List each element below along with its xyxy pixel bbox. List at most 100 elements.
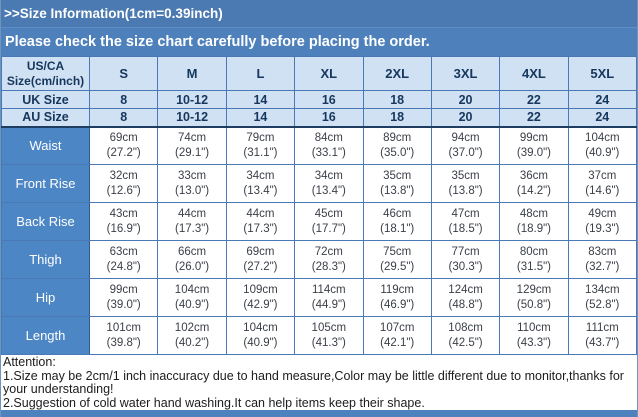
measurement-value-cell: 34cm (13.4") <box>225 164 296 203</box>
measurement-inch-value: (31.5") <box>516 260 551 273</box>
measurement-inch-value: (44.9") <box>311 298 346 311</box>
measurement-value-cell: 111cm (43.7") <box>567 316 637 355</box>
measurement-inch-value: (48.8") <box>448 298 483 311</box>
uk-size-value: 18 <box>362 90 432 109</box>
measurement-value-cell: 72cm (28.3") <box>294 240 364 279</box>
measurement-cm-value: 102cm <box>174 321 210 334</box>
measurement-row: Hip 99cm (39.0") 104cm (40.9") 109cm (42.9") 11… <box>1 278 637 317</box>
au-size-value: 8 <box>88 108 159 128</box>
size-column-header: 5XL <box>567 56 637 91</box>
size-chart-table: US/CA Size(cm/inch) S M L XL 2XL 3XL 4XL 5XL UK… <box>1 56 637 355</box>
measurement-inch-value: (42.1") <box>380 336 415 349</box>
measurement-cm-value: 75cm <box>383 245 412 258</box>
measurement-value-cell: 77cm (30.3") <box>430 240 501 279</box>
uk-size-row: UK Size 8 10-12 14 16 18 20 22 24 <box>1 90 637 109</box>
au-size-value: 10-12 <box>157 108 227 128</box>
uk-size-value: 24 <box>567 90 637 109</box>
measurement-value-cell: 94cm (37.0") <box>430 126 501 165</box>
measurement-cm-value: 134cm <box>585 283 620 296</box>
measurement-cm-value: 111cm <box>585 321 619 334</box>
measurement-inch-value: (12.6") <box>106 184 141 197</box>
corner-cell: US/CA Size(cm/inch) <box>1 56 90 91</box>
measurement-value-cell: 44cm (17.3") <box>157 202 227 241</box>
measurement-cm-value: 83cm <box>588 245 617 258</box>
measurement-cm-value: 109cm <box>243 283 278 296</box>
measurement-inch-value: (39.8") <box>106 336 141 349</box>
measurement-inch-value: (41.3") <box>311 336 346 349</box>
measurement-inch-value: (52.8") <box>585 298 620 311</box>
measurement-label: Hip <box>1 278 90 317</box>
measurement-cm-value: 99cm <box>519 131 548 144</box>
size-column-header: 4XL <box>499 56 569 91</box>
measurement-value-cell: 102cm (40.2") <box>157 316 227 355</box>
measurement-cm-value: 49cm <box>588 207 617 220</box>
measurement-value-cell: 110cm (43.3") <box>499 316 569 355</box>
measurement-cm-value: 114cm <box>311 283 346 296</box>
measurement-value-cell: 129cm (50.8") <box>499 278 569 317</box>
measurement-value-cell: 69cm (27.2") <box>225 240 296 279</box>
measurement-inch-value: (14.6") <box>585 184 620 197</box>
measurement-inch-value: (17.3") <box>243 222 278 235</box>
measurement-inch-value: (13.4") <box>243 184 278 197</box>
measurement-label: Waist <box>1 126 90 165</box>
measurement-value-cell: 46cm (18.1") <box>362 202 432 241</box>
au-size-value: 14 <box>225 108 296 128</box>
uk-size-value: 10-12 <box>157 90 227 109</box>
measurement-value-cell: 105cm (41.3") <box>294 316 364 355</box>
measurement-inch-value: (43.7") <box>585 336 620 349</box>
measurement-cm-value: 129cm <box>516 283 552 296</box>
measurement-inch-value: (30.3") <box>448 260 483 273</box>
uk-size-value: 14 <box>225 90 296 109</box>
au-size-value: 24 <box>567 108 637 128</box>
measurement-cm-value: 45cm <box>314 207 343 220</box>
measurement-value-cell: 104cm (40.9") <box>157 278 227 317</box>
measurement-label: Thigh <box>1 240 90 279</box>
measurement-cm-value: 108cm <box>448 321 483 334</box>
measurement-cm-value: 44cm <box>246 207 275 220</box>
measurement-label: Length <box>1 316 90 355</box>
measurement-value-cell: 134cm (52.8") <box>567 278 637 317</box>
measurement-cm-value: 48cm <box>519 207 548 220</box>
measurement-inch-value: (13.4") <box>311 184 346 197</box>
measurement-inch-value: (18.5") <box>448 222 483 235</box>
measurement-cm-value: 124cm <box>448 283 483 296</box>
measurement-value-cell: 33cm (13.0") <box>157 164 227 203</box>
measurement-value-cell: 124cm (48.8") <box>430 278 501 317</box>
measurement-cm-value: 63cm <box>109 245 138 258</box>
measurement-value-cell: 99cm (39.0") <box>88 278 159 317</box>
measurement-inch-value: (40.2") <box>175 336 210 349</box>
measurement-cm-value: 77cm <box>451 245 480 258</box>
measurement-cm-value: 119cm <box>380 283 415 296</box>
measurement-value-cell: 49cm (19.3") <box>567 202 637 241</box>
measurement-value-cell: 48cm (18.9") <box>499 202 569 241</box>
size-column-header: 2XL <box>362 56 432 91</box>
size-column-header: L <box>225 56 296 91</box>
measurement-cm-value: 37cm <box>588 169 617 182</box>
measurement-inch-value: (50.8") <box>516 298 551 311</box>
measurement-cm-value: 101cm <box>106 321 141 334</box>
measurement-inch-value: (19.3") <box>585 222 620 235</box>
measurement-value-cell: 89cm (35.0") <box>362 126 432 165</box>
measurement-value-cell: 84cm (33.1") <box>294 126 364 165</box>
measurement-inch-value: (24.8") <box>106 260 141 273</box>
measurement-label: Front Rise <box>1 164 90 203</box>
uk-size-label: UK Size <box>1 90 90 109</box>
measurement-value-cell: 66cm (26.0") <box>157 240 227 279</box>
measurement-value-cell: 104cm (40.9") <box>225 316 296 355</box>
measurement-value-cell: 32cm (12.6") <box>88 164 159 203</box>
size-header-row: US/CA Size(cm/inch) S M L XL 2XL 3XL 4XL 5XL <box>1 56 637 91</box>
measurement-cm-value: 44cm <box>178 207 207 220</box>
measurement-inch-value: (17.7") <box>311 222 346 235</box>
measurement-inch-value: (32.7") <box>585 260 620 273</box>
measurement-value-cell: 75cm (29.5") <box>362 240 432 279</box>
measurement-value-cell: 108cm (42.5") <box>430 316 501 355</box>
au-size-row: AU Size 8 10-12 14 16 18 20 22 24 <box>1 108 637 128</box>
size-chart-notice: Please check the size chart carefully be… <box>5 34 430 50</box>
measurement-value-cell: 107cm (42.1") <box>362 316 432 355</box>
measurement-cm-value: 72cm <box>314 245 343 258</box>
measurement-inch-value: (14.2") <box>516 184 551 197</box>
uk-size-value: 22 <box>499 90 569 109</box>
au-size-value: 22 <box>499 108 569 128</box>
uk-size-value: 20 <box>430 90 501 109</box>
measurement-inch-value: (17.3") <box>175 222 210 235</box>
